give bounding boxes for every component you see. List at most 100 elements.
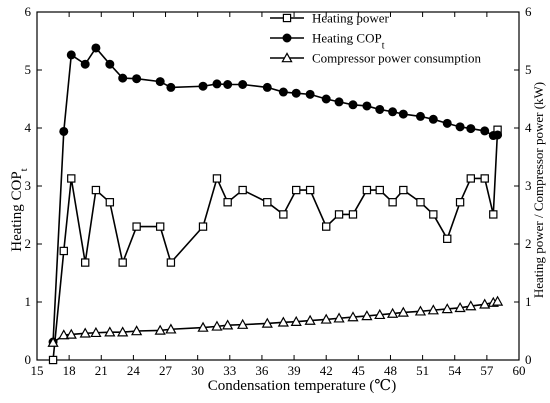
heating-cop-point — [442, 118, 452, 128]
x-tick-label: 45 — [352, 363, 365, 378]
compressor-power-point — [117, 326, 129, 337]
compressor-power-point — [47, 336, 59, 347]
compressor-power-point — [427, 304, 439, 315]
legend-label-text: Heating COP — [312, 31, 382, 46]
compressor-power-point — [361, 310, 373, 321]
x-axis-title: Condensation temperature (℃) — [208, 378, 396, 394]
heating-power-point — [388, 198, 397, 207]
compressor-power-point — [277, 316, 289, 327]
heating-power-point — [48, 355, 58, 365]
heating-power-series — [48, 125, 502, 365]
heating-power-point — [223, 198, 232, 207]
y-tick-label-left: 2 — [25, 236, 32, 251]
x-tick-label: 48 — [384, 363, 397, 378]
heating-cop-point — [238, 80, 248, 89]
heating-power-point — [166, 258, 176, 267]
heating-power-point — [59, 246, 68, 256]
y-tick-label-right: 0 — [525, 352, 532, 367]
heating-power-point — [80, 258, 90, 267]
compressor-power-point — [290, 315, 302, 326]
compressor-power-point — [414, 305, 427, 316]
heating-power-point — [118, 258, 127, 267]
legend-label-text: Heating power — [312, 11, 390, 26]
heating-cop-point — [59, 126, 69, 136]
compressor-power-point — [197, 321, 209, 332]
compressor-power-point — [65, 328, 77, 339]
compressor-power-point — [479, 298, 491, 309]
legend-label-subscript: t — [382, 40, 385, 51]
heating-power-point — [375, 185, 384, 195]
heating-power-point — [489, 210, 498, 219]
y-axis-left-title-main: Heating COP — [9, 171, 25, 251]
y-tick-label-left: 4 — [25, 120, 32, 135]
heating-cop-point — [321, 94, 331, 104]
y-tick-label-left: 3 — [25, 178, 32, 193]
heating-power-point — [322, 222, 331, 231]
x-tick-label: 21 — [95, 363, 108, 378]
heating-cop-point — [66, 50, 76, 60]
heating-power-point — [91, 185, 101, 195]
compressor-power-point — [130, 325, 143, 336]
heating-cop-point — [348, 100, 358, 110]
heating-cop-point — [334, 97, 344, 107]
compressor-power-point — [304, 314, 316, 325]
legend-label: Compressor power consumption — [312, 51, 481, 66]
heating-power-point — [362, 185, 372, 195]
heating-cop-point — [132, 74, 142, 84]
compressor-power-point — [454, 301, 466, 313]
legend-label: Heating power — [312, 11, 390, 26]
compressor-power-point — [491, 295, 504, 306]
compressor-power-point — [397, 306, 409, 317]
x-tick-label: 60 — [513, 363, 526, 378]
y-tick-label-left: 5 — [25, 62, 32, 77]
y-axis-left-title-subscript: t — [18, 168, 30, 171]
heating-power-point — [238, 185, 247, 195]
compressor-power-point — [320, 313, 332, 324]
heating-power-point — [305, 185, 315, 195]
heating-power-point — [429, 210, 438, 219]
compressor-power-point — [333, 312, 345, 323]
x-tick-label: 18 — [63, 363, 76, 378]
y-tick-label-right: 2 — [525, 236, 532, 251]
axes-layer: 15 18 21 24 27 30 33 36 39 42 45 48 51 54 57 600 01 12 23 3… — [25, 4, 533, 378]
heating-power-point — [466, 174, 476, 183]
compressor-power-point — [237, 318, 249, 329]
heating-cop-point — [362, 101, 372, 111]
heating-cop-point — [198, 81, 208, 91]
heating-power-point — [455, 198, 465, 207]
x-tick-label: 51 — [416, 363, 429, 378]
x-tick-label: 15 — [31, 363, 44, 378]
y-tick-label-right: 5 — [525, 62, 532, 77]
x-tick-label: 57 — [480, 363, 494, 378]
heating-cop-point — [118, 73, 128, 83]
x-tick-label: 36 — [255, 363, 269, 378]
y-tick-label-left: 0 — [25, 352, 32, 367]
heating-power-point — [198, 222, 208, 231]
legend-label: Heating COPt — [312, 31, 385, 52]
y-tick-label-right: 3 — [525, 178, 532, 193]
x-tick-label: 30 — [191, 363, 204, 378]
heating-cop-point — [493, 130, 503, 140]
heating-cop-series — [48, 43, 503, 347]
y-axis-right-title: Heating power / Compressor power (kW) — [531, 82, 546, 298]
heating-cop-point — [480, 126, 490, 136]
heating-cop-point — [305, 89, 315, 99]
compressor-power-point — [154, 324, 166, 335]
heating-power-point — [416, 198, 425, 207]
compressor-power-point — [374, 308, 386, 320]
compressor-power-point — [386, 307, 399, 318]
heating-cop-point — [223, 80, 233, 89]
heating-cop-point — [291, 88, 301, 98]
heating-cop-point — [155, 77, 165, 87]
y-tick-label-left: 1 — [25, 294, 32, 309]
heating-power-point — [105, 198, 115, 207]
heating-cop-point — [398, 109, 408, 119]
heating-power-point — [292, 185, 301, 195]
compressor-power-point — [347, 311, 359, 322]
heating-cop-point — [105, 59, 115, 69]
legend-entry: Heating COPt — [270, 31, 385, 52]
legend-marker — [281, 52, 293, 63]
compressor-power-point — [222, 319, 234, 330]
heating-cop-point — [455, 122, 465, 132]
heating-power-point — [443, 234, 452, 243]
